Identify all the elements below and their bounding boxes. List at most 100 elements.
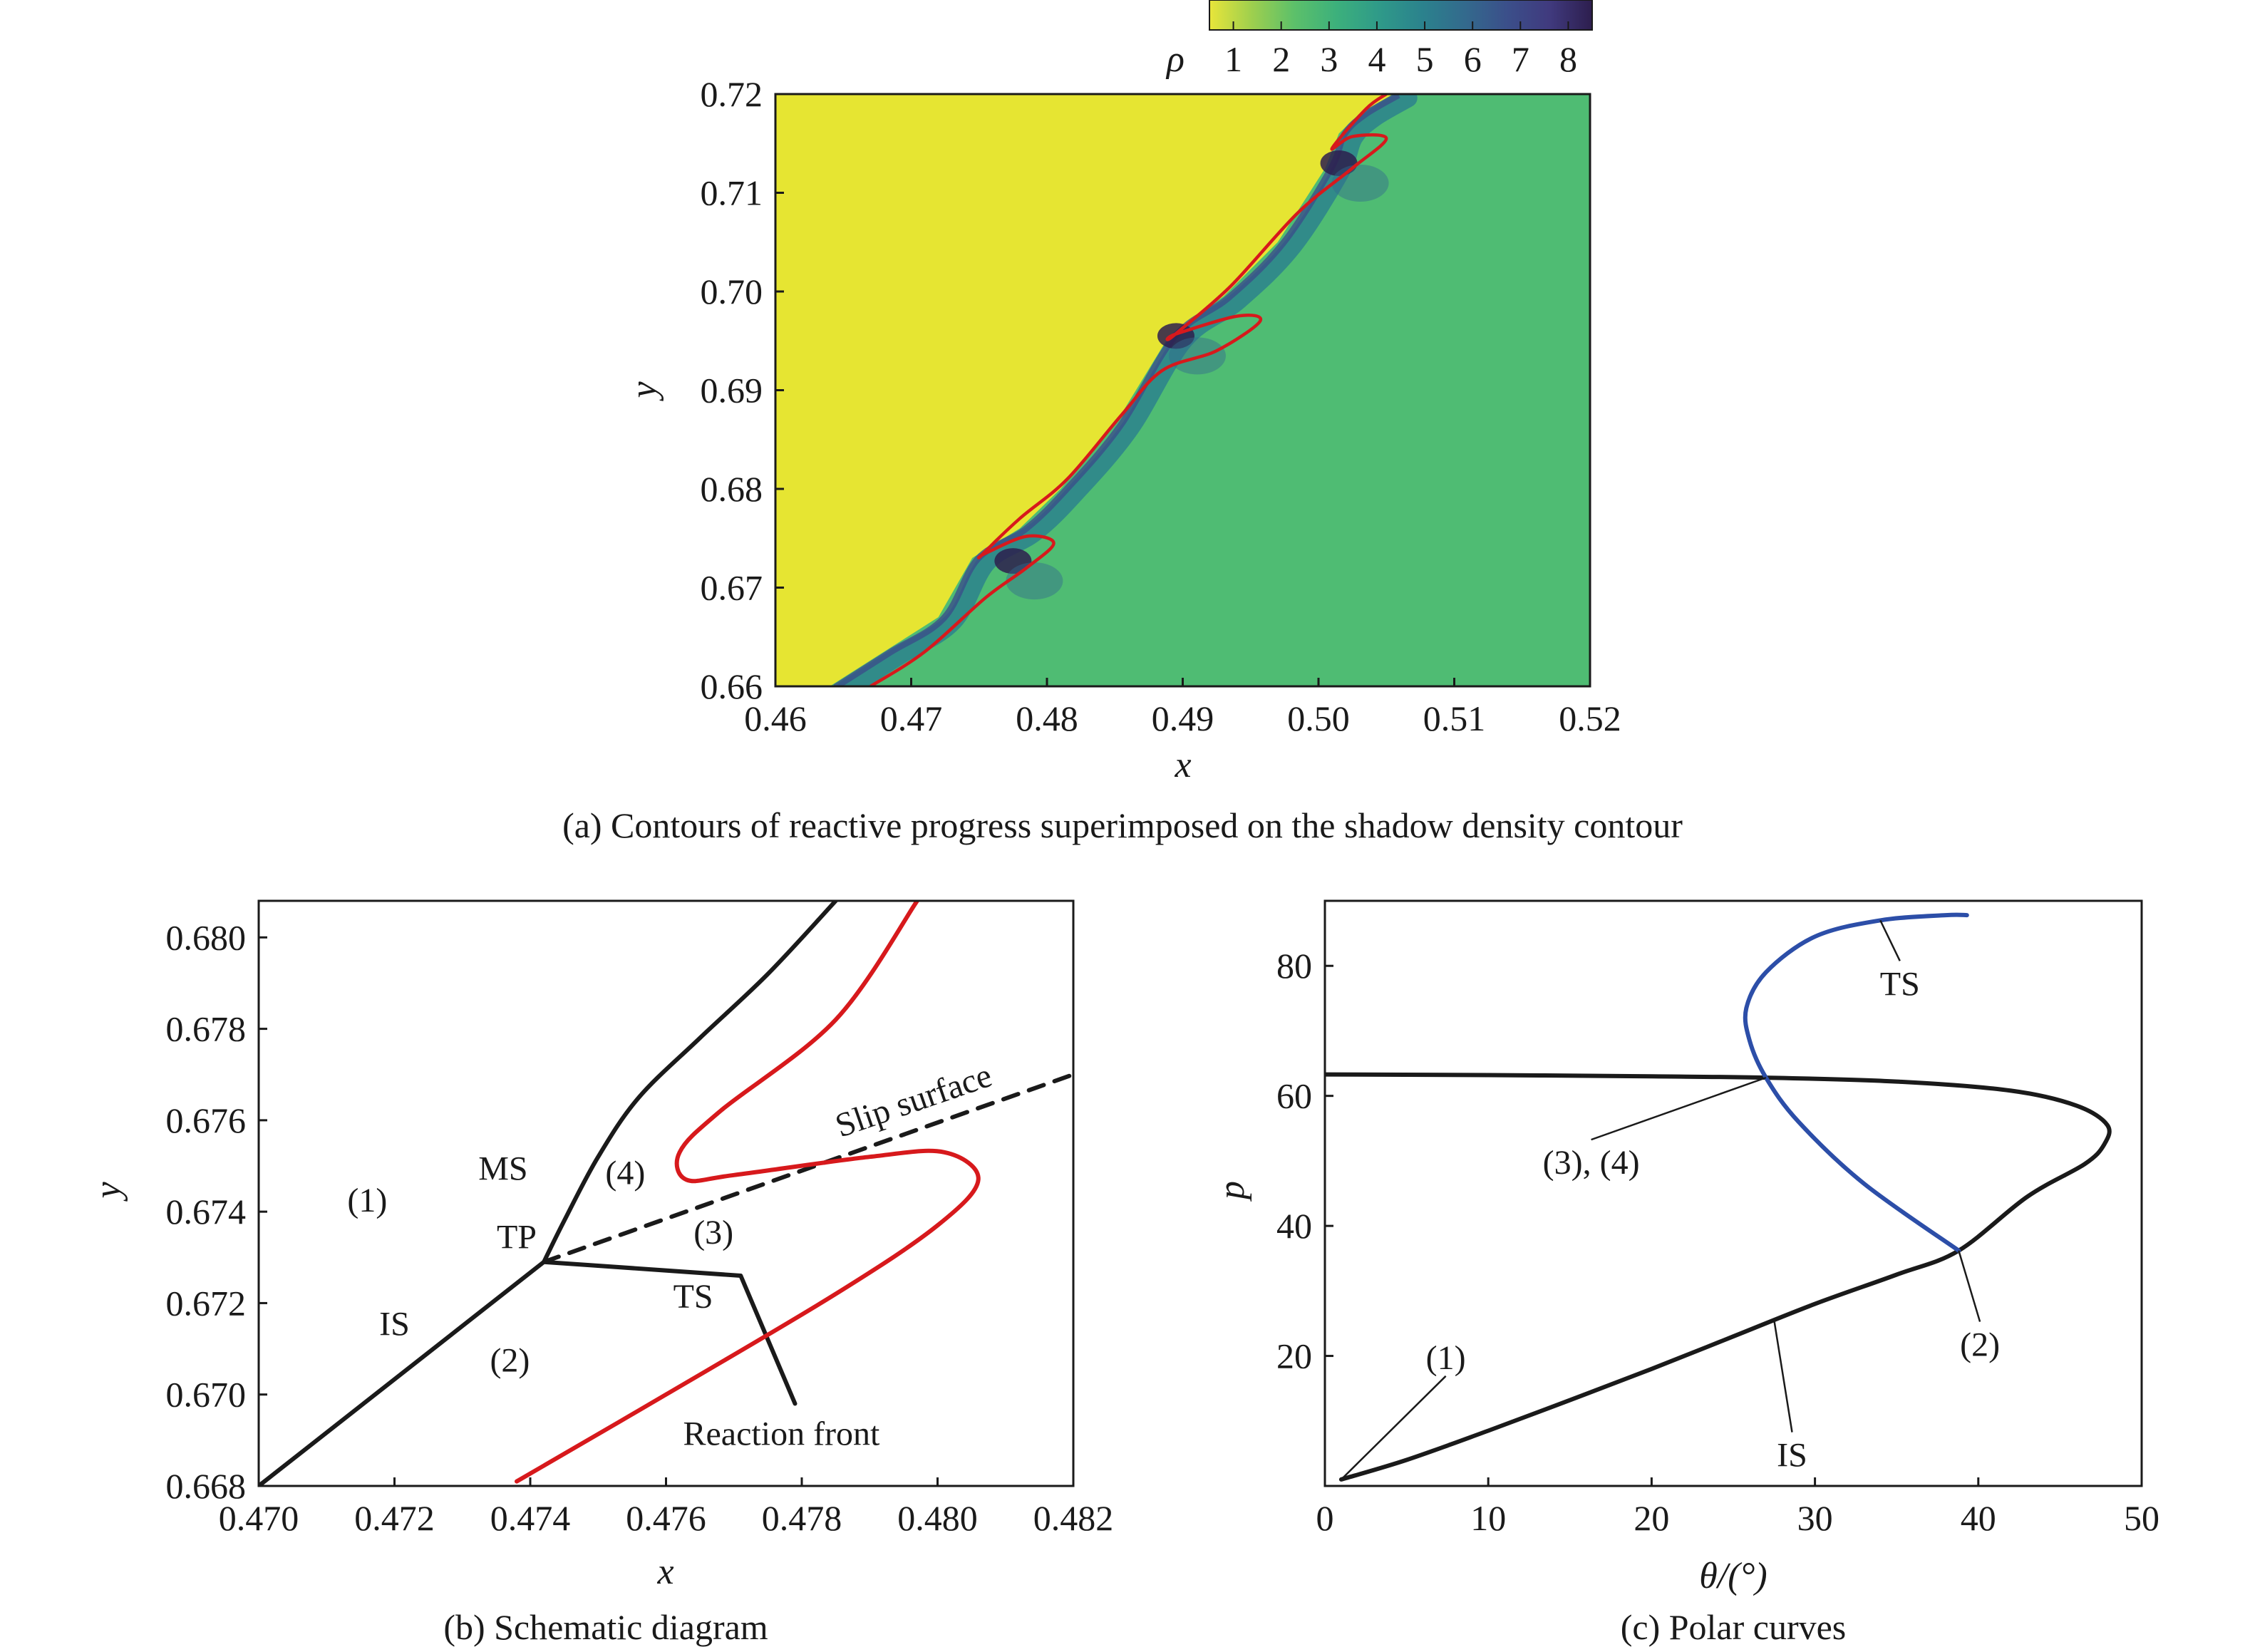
triple-point-marker — [994, 548, 1032, 574]
x-axis-label-c: θ/(°) — [1699, 1556, 1767, 1596]
y-axis-label-a: y — [624, 381, 664, 402]
annotation-label: IS — [379, 1305, 410, 1343]
triple-point-wake — [1331, 164, 1389, 202]
plot-lines-b — [259, 901, 1073, 1486]
b-xtick-label: 0.476 — [626, 1498, 706, 1538]
a-xtick-label: 0.47 — [880, 698, 943, 738]
x-axis-ticks-c: 0 10 20 30 40 50 — [1316, 1477, 2159, 1538]
annotation-label: (3) — [693, 1214, 733, 1251]
polar-ts — [1743, 912, 1969, 1253]
b-ytick-label: 0.670 — [166, 1375, 247, 1415]
y-axis-ticks-c: 20 40 60 80 — [1276, 946, 1333, 1376]
a-ytick-label: 0.68 — [701, 469, 763, 509]
a-xtick-label: 0.52 — [1559, 698, 1621, 738]
polar-is — [1325, 1072, 2112, 1482]
c-ytick-label: 80 — [1276, 946, 1312, 986]
colorbar-label: ρ — [1165, 39, 1185, 80]
c-ytick-label: 60 — [1276, 1076, 1312, 1116]
b-xtick-label: 0.480 — [897, 1498, 978, 1538]
a-ytick-label: 0.69 — [701, 371, 763, 411]
a-ytick-label: 0.67 — [701, 568, 763, 608]
annotation-label: TS — [674, 1278, 713, 1316]
y-axis-ticks-a: 0.66 0.67 0.68 0.69 0.70 0.71 0.72 — [701, 74, 784, 706]
b-ytick-label: 0.672 — [166, 1283, 247, 1323]
annotation-label: (1) — [1426, 1339, 1466, 1377]
colorbar-tick-label: 6 — [1464, 39, 1482, 79]
caption-c: (c) Polar curves — [1621, 1607, 1847, 1647]
colorbar-tick-label: 4 — [1368, 39, 1385, 79]
a-xtick-label: 0.46 — [744, 698, 807, 738]
polar-annotations: (1) (2) (3), (4) IS TS — [1341, 919, 2000, 1480]
b-xtick-label: 0.482 — [1033, 1498, 1114, 1538]
b-xtick-label: 0.478 — [762, 1498, 842, 1538]
a-ytick-label: 0.70 — [701, 272, 763, 311]
annotation-leader — [1958, 1250, 1981, 1322]
c-ytick-label: 20 — [1276, 1336, 1312, 1376]
a-xtick-label: 0.51 — [1423, 698, 1486, 738]
colorbar-tick-label: 5 — [1416, 39, 1434, 79]
y-axis-label-c: p — [1212, 1181, 1252, 1202]
x-axis-ticks-a: 0.46 0.47 0.48 0.49 0.50 0.51 0.52 — [744, 678, 1621, 738]
series-ms — [542, 901, 838, 1264]
b-ytick-label: 0.674 — [166, 1192, 247, 1232]
x-axis-label-a: x — [1174, 745, 1191, 785]
series-slip-surface — [542, 1072, 1073, 1264]
annotation-label: MS — [478, 1150, 527, 1187]
series-is — [259, 1259, 547, 1486]
plot-lines-c — [1325, 912, 2112, 1482]
x-axis-label-b: x — [656, 1552, 674, 1592]
annotation-label: (1) — [347, 1182, 387, 1219]
caption-b: (b) Schematic diagram — [443, 1607, 768, 1647]
c-xtick-label: 50 — [2124, 1498, 2159, 1538]
b-ytick-label: 0.676 — [166, 1100, 247, 1140]
a-ytick-label: 0.66 — [701, 666, 763, 706]
b-xtick-label: 0.472 — [354, 1498, 435, 1538]
annotation-leader — [1879, 919, 1901, 961]
series-ts — [542, 1259, 798, 1406]
a-ytick-label: 0.71 — [701, 173, 763, 213]
y-axis-ticks-b: 0.668 0.670 0.672 0.674 0.676 0.678 0.680 — [166, 917, 267, 1506]
colorbar-tick-label: 1 — [1224, 39, 1242, 79]
annotation-label: (3), (4) — [1543, 1144, 1640, 1182]
colorbar-frame — [1209, 0, 1593, 31]
b-xtick-label: 0.474 — [490, 1498, 571, 1538]
field-a — [830, 94, 1590, 686]
c-ytick-label: 40 — [1276, 1206, 1312, 1246]
c-xtick-label: 30 — [1797, 1498, 1833, 1538]
schematic-lines — [259, 901, 1073, 1486]
reaction-progress-contour — [869, 94, 1388, 686]
c-xtick-label: 40 — [1961, 1498, 1996, 1538]
annotation-label: TP — [497, 1218, 537, 1256]
annotation-label: (2) — [1960, 1326, 2000, 1364]
colorbar-tick-label: 3 — [1320, 39, 1338, 79]
colorbar-tick-label: 7 — [1512, 39, 1529, 79]
panel-a-density-contour: 0.46 0.47 0.48 0.49 0.50 0.51 0.52 0.660.670.6… — [562, 0, 1683, 845]
colorbar-tick-label: 2 — [1272, 39, 1290, 79]
b-ytick-label: 0.668 — [166, 1466, 247, 1506]
annotation-label: Reaction front — [683, 1415, 880, 1452]
polar-lines — [1325, 912, 2112, 1482]
a-xtick-label: 0.48 — [1016, 698, 1078, 738]
b-ytick-label: 0.680 — [166, 917, 247, 957]
b-xtick-label: 0.470 — [219, 1498, 299, 1538]
c-xtick-label: 10 — [1470, 1498, 1506, 1538]
c-xtick-label: 20 — [1634, 1498, 1669, 1538]
annotation-label: IS — [1777, 1437, 1807, 1475]
y-axis-label-b: y — [88, 1182, 128, 1202]
a-xtick-label: 0.50 — [1287, 698, 1350, 738]
colorbar-strip — [1209, 0, 1592, 30]
plot-frame-c — [1323, 899, 2143, 1487]
annotation-leader — [1591, 1076, 1767, 1141]
x-axis-ticks-b: 0.470 0.472 0.474 0.476 0.478 0.480 0.482 — [219, 1477, 1114, 1538]
caption-a: (a) Contours of reactive progress superi… — [562, 805, 1683, 845]
triple-point-wake — [1006, 562, 1063, 600]
a-ytick-label: 0.72 — [701, 74, 763, 114]
annotation-leader — [1773, 1320, 1793, 1432]
annotation-leader — [1341, 1375, 1447, 1480]
annotation-label: (4) — [605, 1155, 645, 1192]
